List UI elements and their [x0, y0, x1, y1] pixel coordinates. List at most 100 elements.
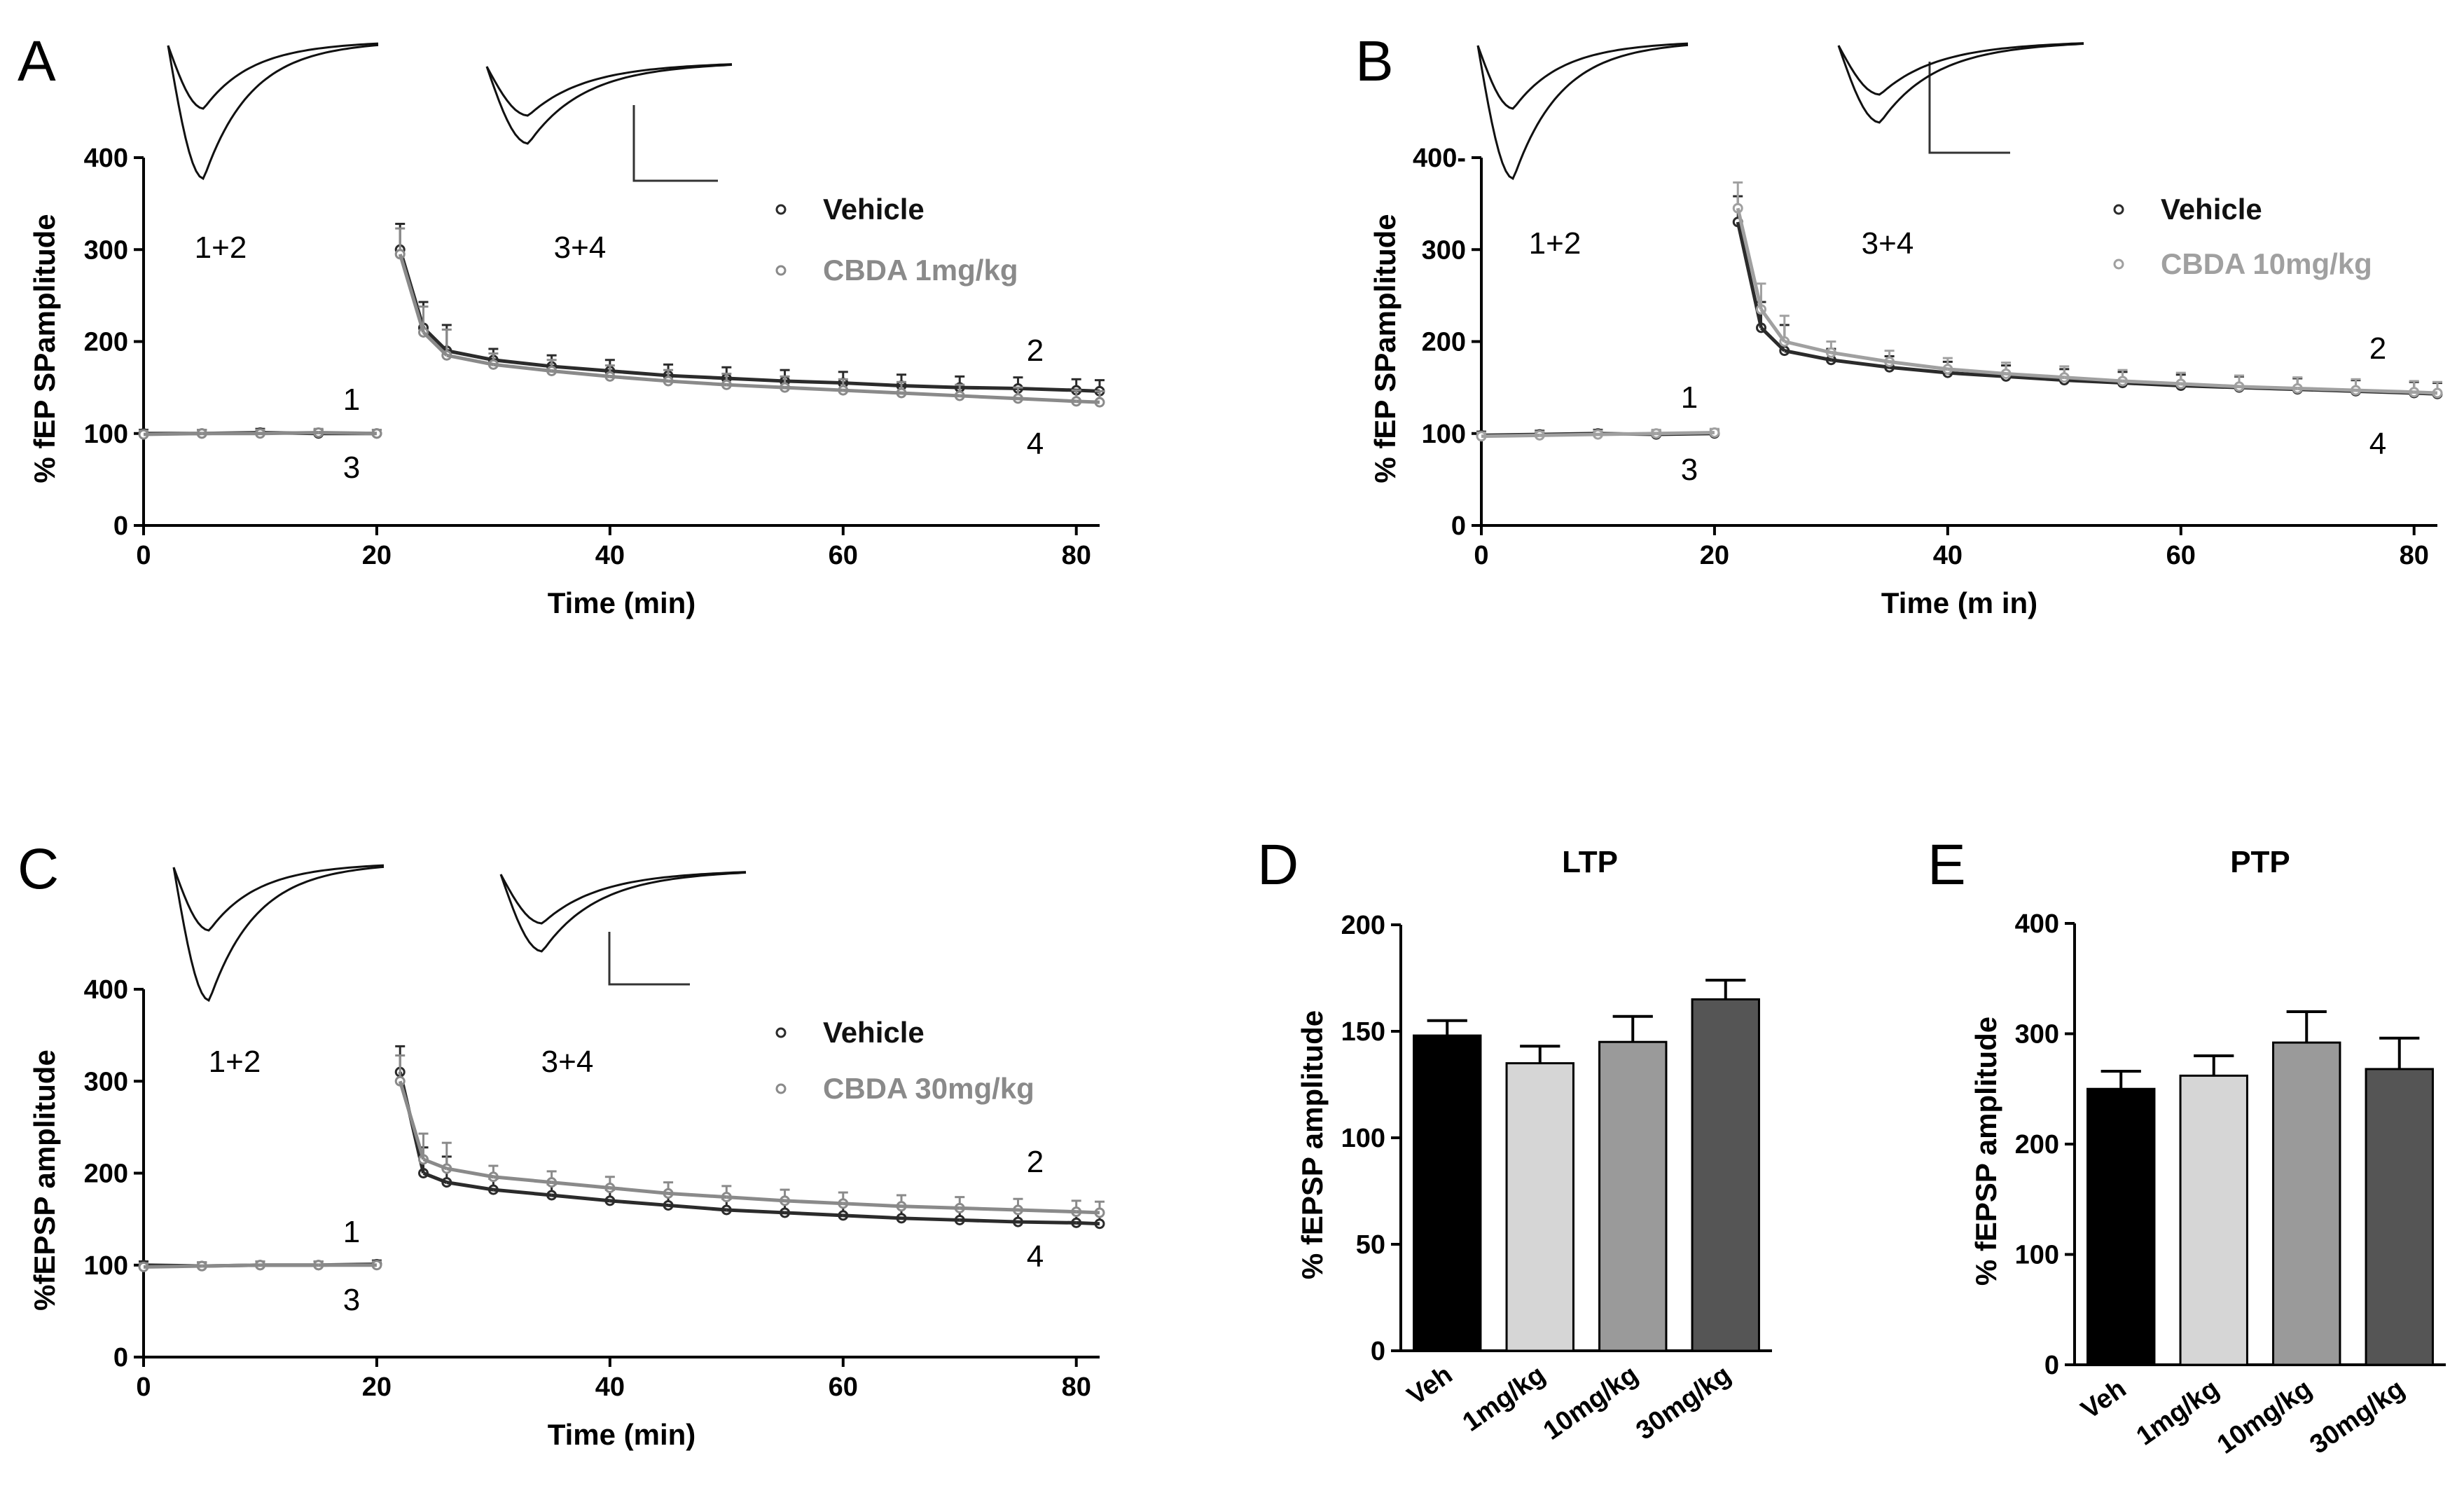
series-line — [609, 1186, 669, 1195]
series-line — [446, 349, 494, 362]
series-line — [493, 358, 552, 369]
x-tick-label: 20 — [362, 541, 392, 570]
trace-1-2 — [1476, 42, 1689, 181]
y-tick-label: 300 — [84, 1067, 128, 1096]
x-tick-label: 1mg/kg — [2131, 1374, 2224, 1452]
x-axis-title: Time (min) — [548, 586, 696, 619]
series-line — [667, 379, 727, 387]
bar — [2179, 1074, 2248, 1366]
series-line — [1889, 365, 1949, 375]
annotation-label: 3+4 — [554, 230, 607, 265]
x-tick-label: Veh — [2076, 1374, 2131, 1425]
series-line — [726, 383, 785, 390]
x-tick-label: 40 — [595, 541, 625, 570]
trace-line — [1476, 43, 1689, 181]
series-line — [1539, 432, 1598, 437]
y-tick-label: 300 — [1422, 235, 1466, 265]
annotation-label: 2 — [1027, 1145, 1044, 1179]
series-line — [667, 373, 727, 380]
trace-1-2 — [172, 864, 385, 1003]
x-tick-label: 80 — [1062, 541, 1091, 570]
series-line — [1831, 358, 1890, 369]
bar — [1691, 998, 1760, 1352]
series-line — [551, 1193, 611, 1203]
series-line — [901, 384, 960, 390]
series-line — [1759, 308, 1786, 343]
y-tick-label: 200 — [84, 1160, 128, 1189]
trace-3-4 — [1837, 42, 2084, 124]
bar — [1505, 1062, 1574, 1352]
trace-line — [499, 871, 747, 925]
series-line — [609, 374, 669, 383]
series-line — [493, 1175, 552, 1185]
chart-title: PTP — [2230, 845, 2290, 879]
series-line — [398, 1080, 425, 1160]
y-axis-title: % fEPSP amplitude — [1970, 1017, 2002, 1286]
series-line — [784, 379, 843, 385]
series-line — [1889, 359, 1949, 371]
y-tick-label: 400 — [84, 975, 128, 1005]
series-line — [784, 385, 843, 392]
legend-marker — [775, 1027, 787, 1038]
bar — [2272, 1041, 2341, 1366]
annotation-label: 1 — [1681, 380, 1698, 415]
legend-label: CBDA 30mg/kg — [823, 1072, 1034, 1105]
series-line — [551, 364, 611, 373]
x-tick-label: 0 — [136, 1372, 151, 1402]
trace-line — [172, 865, 385, 1003]
series-line — [2414, 390, 2438, 395]
annotation-label: 3+4 — [1862, 226, 1914, 261]
series-line — [726, 1195, 785, 1203]
y-tick-label: 0 — [2044, 1351, 2059, 1380]
y-tick-label: 400- — [1413, 144, 1466, 173]
x-tick-label: 80 — [2400, 541, 2429, 570]
y-tick-label: 0 — [1451, 511, 1466, 541]
y-axis-title: % fEP SPamplitude — [1369, 214, 1401, 483]
series-line — [1076, 1210, 1100, 1215]
trace-line — [1837, 43, 2084, 124]
panel-letter: E — [1927, 833, 1966, 897]
trace-line — [167, 43, 379, 181]
series-line — [2122, 379, 2181, 386]
series-line — [2122, 381, 2181, 387]
legend-label: Vehicle — [2161, 193, 2262, 226]
series-line — [2064, 376, 2123, 383]
series-line — [422, 1171, 448, 1184]
series-line — [1018, 1220, 1077, 1225]
series-line — [609, 369, 669, 378]
scale-bar — [1928, 62, 2010, 154]
series-line — [551, 369, 611, 378]
annotation-label: 1 — [343, 383, 360, 417]
y-tick-label: 300 — [2015, 1020, 2059, 1050]
y-tick-label: 200 — [84, 328, 128, 357]
scale-bar — [608, 932, 690, 986]
series-line — [960, 385, 1018, 390]
trace-1-2 — [167, 42, 379, 181]
y-tick-label: 400 — [84, 144, 128, 173]
series-line — [1947, 367, 2007, 376]
y-tick-label: 100 — [2015, 1241, 2059, 1270]
x-tick-label: 60 — [829, 541, 858, 570]
annotation-label: 2 — [2369, 331, 2386, 366]
series-line — [493, 362, 552, 373]
panel-C: C 0 20 40 60 80 0 100 200 300 400 Time (min) %fEPSP … — [18, 837, 1105, 1451]
x-tick-label: 10mg/kg — [2212, 1374, 2317, 1460]
series-line — [2005, 374, 2065, 383]
series-1 — [138, 227, 1105, 440]
panel-E: E PTP 0 100 200 300 400 Veh 1mg/kg10mg/kg30mg/kg… — [1927, 833, 2446, 1460]
x-tick-label: 30mg/kg — [2305, 1374, 2410, 1460]
series-line — [398, 254, 425, 333]
panel-letter: A — [18, 29, 56, 93]
series-line — [784, 1199, 843, 1206]
series-line — [960, 1206, 1018, 1212]
series-1 — [138, 1054, 1105, 1272]
annotation-label: 1+2 — [195, 230, 247, 265]
y-tick-label: 200 — [2015, 1130, 2059, 1160]
trace-3-4 — [485, 63, 733, 145]
series-line — [1784, 340, 1832, 355]
x-tick-label: 0 — [1474, 541, 1488, 570]
annotation-label: 1+2 — [209, 1045, 261, 1079]
series-line — [667, 1203, 727, 1212]
series-line — [1759, 326, 1786, 352]
x-axis-title: Time (m in) — [1881, 586, 2037, 619]
